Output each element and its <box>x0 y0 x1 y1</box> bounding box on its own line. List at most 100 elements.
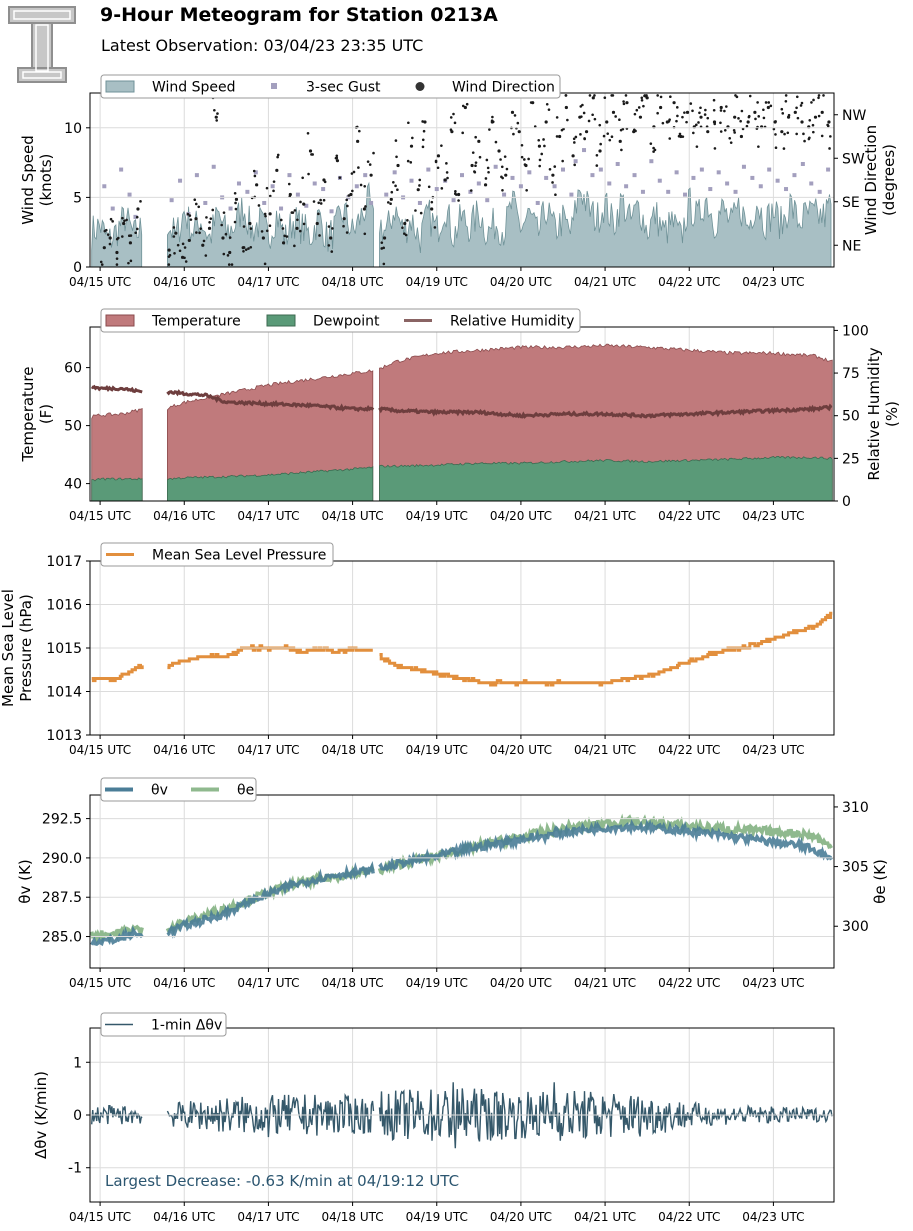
wind-direction-marker <box>329 236 333 240</box>
wind-direction-marker <box>427 185 431 189</box>
wind-direction-marker <box>395 155 398 159</box>
wind-direction-marker <box>299 200 302 204</box>
x-tick-label: 04/17 UTC <box>237 1210 299 1224</box>
y-tick-label: -1 <box>68 1161 82 1177</box>
wind-direction-marker <box>312 200 316 203</box>
wind-direction-marker <box>573 141 576 144</box>
wind-direction-marker <box>423 120 427 124</box>
wind-direction-marker <box>216 112 219 115</box>
pressure-line <box>91 663 144 683</box>
wind-direction-marker <box>677 134 681 138</box>
wind-direction-marker <box>781 112 785 115</box>
wind-direction-marker <box>618 139 622 143</box>
wind-direction-marker <box>265 186 269 190</box>
gust-marker <box>800 161 805 166</box>
wind-plot-contents <box>91 94 832 267</box>
wind-direction-marker <box>697 121 700 124</box>
wind-direction-marker <box>335 159 340 163</box>
wind-direction-marker <box>330 250 334 253</box>
gust-marker <box>279 206 284 211</box>
wind-direction-marker <box>735 95 739 99</box>
x-tick-label: 04/23 UTC <box>742 275 804 289</box>
wind-direction-marker <box>704 108 707 112</box>
wind-direction-marker <box>705 125 709 128</box>
gust-marker <box>468 189 473 194</box>
wind-direction-marker <box>261 236 265 240</box>
gust-marker <box>784 187 789 192</box>
y-tick-label: 1017 <box>46 554 82 570</box>
wind-direction-marker <box>188 214 192 217</box>
wind-direction-marker <box>302 222 306 226</box>
gust-marker <box>792 173 797 178</box>
wind-direction-marker <box>713 147 717 150</box>
wind-direction-marker <box>347 194 351 197</box>
wind-direction-marker <box>640 98 644 102</box>
y-right-tick-label: 75 <box>842 366 860 382</box>
wind-direction-marker <box>268 212 272 216</box>
legend-swatch <box>415 82 425 91</box>
wind-direction-marker <box>545 102 549 106</box>
wind-direction-marker <box>275 168 279 172</box>
wind-direction-marker <box>699 115 703 119</box>
wind-direction-marker <box>115 250 119 255</box>
plot-area <box>90 795 834 968</box>
gust-marker <box>535 200 540 205</box>
legend-box <box>100 308 581 333</box>
plot-border <box>89 794 835 969</box>
gust-marker <box>691 175 696 180</box>
gust-marker <box>649 159 654 164</box>
wind-direction-marker <box>257 204 261 207</box>
y-right-tick-label: 300 <box>842 919 869 935</box>
temperature-area <box>167 369 374 501</box>
wind-direction-marker <box>220 223 223 227</box>
gust-marker <box>573 159 578 164</box>
wind-speed-area <box>91 206 143 267</box>
wind-direction-marker <box>652 146 655 150</box>
wind-direction-marker <box>497 149 501 153</box>
wind-direction-marker <box>529 101 533 104</box>
wind-direction-marker <box>125 218 128 222</box>
wind-direction-marker <box>244 248 248 251</box>
wind-direction-marker <box>234 197 239 201</box>
wind-direction-marker <box>446 176 449 180</box>
gust-marker <box>253 170 258 175</box>
wind-direction-marker <box>474 161 478 164</box>
wind-direction-marker <box>430 207 434 211</box>
wind-direction-marker <box>784 94 788 97</box>
wind-direction-marker <box>598 123 602 127</box>
x-tick-label: 04/23 UTC <box>742 1210 804 1224</box>
wind-direction-marker <box>561 159 564 163</box>
wind-direction-marker <box>342 217 346 221</box>
gust-marker <box>552 184 557 189</box>
gust-marker <box>119 167 124 172</box>
wind-direction-marker <box>622 100 625 103</box>
wind-direction-marker <box>173 251 176 255</box>
y-right-tick-label: SW <box>842 151 865 167</box>
x-tick-label: 04/16 UTC <box>153 509 215 523</box>
wind-direction-marker <box>296 218 299 222</box>
wind-direction-marker <box>396 163 400 168</box>
x-tick-label: 04/15 UTC <box>69 743 131 757</box>
wind-direction-marker <box>737 117 740 120</box>
wind-direction-marker <box>276 153 280 157</box>
wind-direction-marker <box>621 127 625 131</box>
temperature-area <box>91 408 143 501</box>
wind-direction-marker <box>436 154 441 158</box>
thermo-plot-contents <box>90 343 833 501</box>
x-tick-label: 04/21 UTC <box>574 743 636 757</box>
gust-marker <box>733 189 738 194</box>
y-tick-label: 292.5 <box>42 812 82 828</box>
wind-direction-marker <box>783 132 786 136</box>
gust-marker <box>426 167 431 172</box>
wind-direction-marker <box>242 249 245 253</box>
wind-direction-marker <box>204 254 208 257</box>
gust-marker <box>211 164 216 169</box>
panel-thermo: 04/15 UTC 04/16 UTC 04/17 UTC 04/18 UTC 04/1… <box>19 308 901 523</box>
gust-marker <box>329 209 334 214</box>
dewpoint-area <box>379 455 833 501</box>
wind-direction-marker <box>699 106 702 110</box>
gust-marker <box>502 192 507 197</box>
gust-marker <box>809 181 814 186</box>
wind-direction-marker <box>829 135 832 138</box>
wind-direction-marker <box>787 113 791 117</box>
